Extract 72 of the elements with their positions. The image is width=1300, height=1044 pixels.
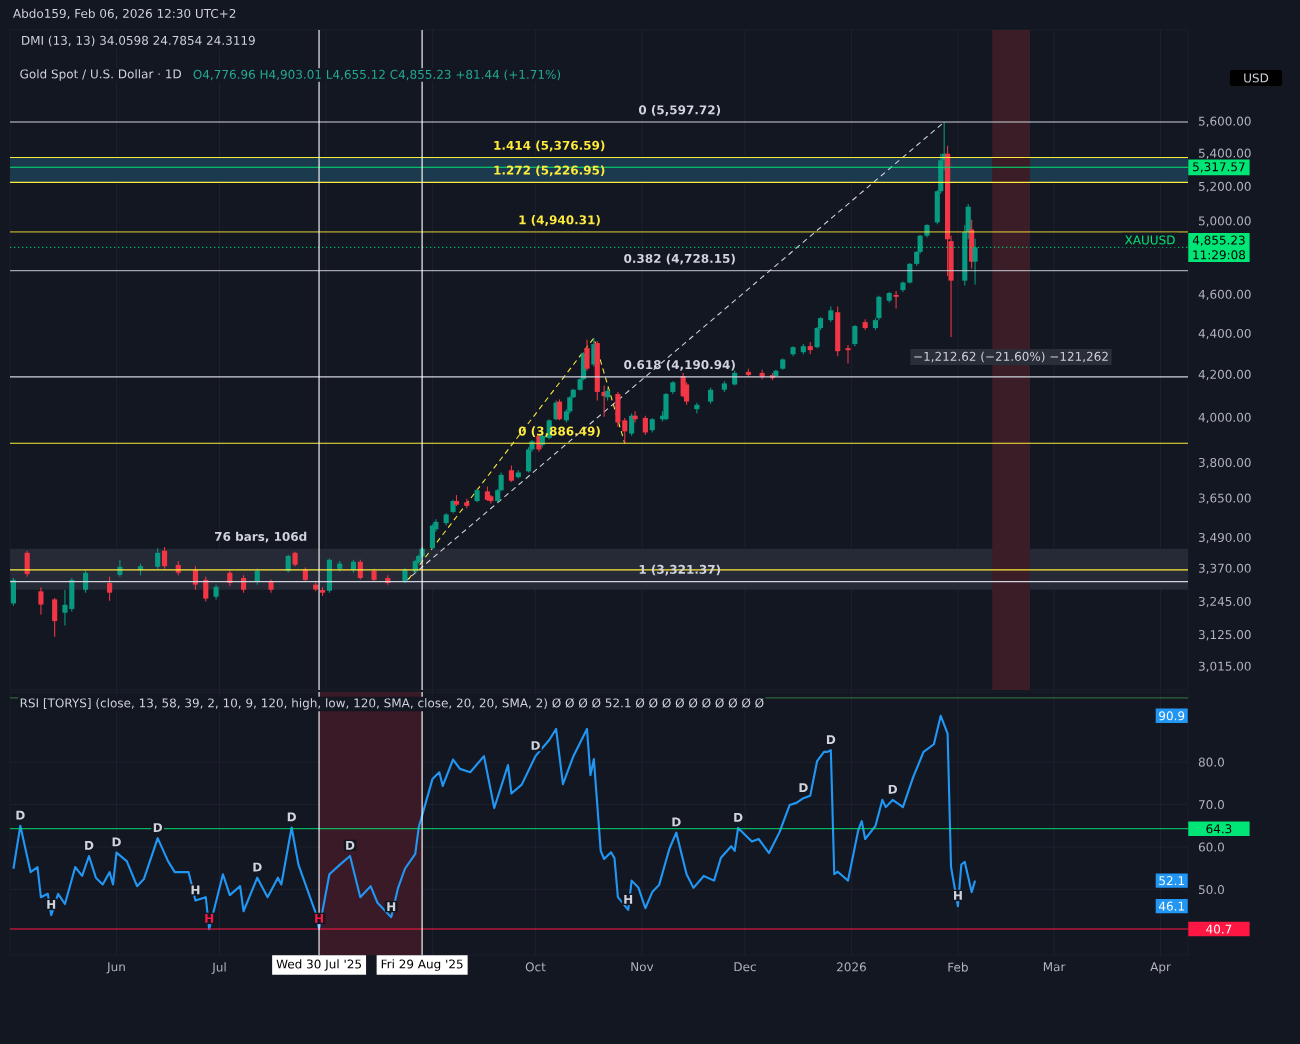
y-tick-label: 5,400.00	[1198, 148, 1251, 159]
y-tick-label: 3,245.00	[1198, 596, 1251, 608]
text: Gold Spot / U.S. Dollar · 1D	[20, 69, 181, 81]
ref-line-label: 40.7	[1206, 924, 1232, 934]
annotation: 0 (5,597.72)	[638, 105, 721, 116]
y-tick-label: 5,000.00	[1198, 216, 1251, 227]
annotation: D	[112, 837, 121, 847]
y-tick-label: 50.0	[1198, 885, 1224, 895]
annotation: DMI (13, 13) 34.0598 24.7854 24.3119	[22, 35, 255, 47]
annotation: D	[888, 784, 897, 794]
y-tick-label: 70.0	[1199, 800, 1224, 810]
y-tick-label: 4,600.00	[1198, 289, 1251, 301]
annotation: D	[153, 823, 163, 832]
annotation: H	[953, 891, 962, 900]
annotation: H	[191, 885, 200, 895]
x-tick-label: Dec	[734, 962, 756, 972]
annotation: H	[387, 902, 396, 911]
y-tick-label: 3,800.00	[1198, 457, 1251, 469]
y-tick-label: 60.0	[1198, 842, 1224, 852]
x-tick-label: Jul	[211, 962, 226, 974]
y-tick-label: 5,600.00	[1198, 116, 1251, 127]
annotation: D	[672, 817, 681, 827]
annotation: H	[624, 894, 633, 904]
annotation: D	[85, 840, 94, 850]
y-axis-title: USD	[1244, 73, 1269, 83]
annotation: D	[734, 812, 743, 822]
chart-title: RSI [TORYS] (close, 13, 58, 39, 2, 10, 9, 120, high, low, 120, SMA, close, 20, 20, SMA, 2) Ø Ø Ø Ø 52.1 Ø Ø Ø Ø Ø Ø Ø Ø Ø Ø	[20, 698, 764, 710]
y-tick-label: 3,125.00	[1198, 630, 1251, 641]
y-tick-label: 4,000.00	[1198, 412, 1251, 424]
ref-line-label: Wed 30 Jul '25	[276, 959, 362, 971]
ref-line-label: Fri 29 Aug '25	[381, 959, 463, 971]
annotation: D	[799, 783, 808, 792]
annotation: D	[287, 812, 296, 822]
ref-line-label: 4,855.23 11:29:08	[1192, 235, 1246, 260]
x-tick-label: Jun	[106, 962, 125, 974]
annotation: 1.272 (5,226.95)	[494, 165, 605, 177]
annotation: D	[253, 862, 262, 872]
annotation: 1.414 (5,376.59)	[494, 140, 605, 152]
y-tick-label: 3,370.00	[1198, 563, 1251, 574]
x-tick-label: Oct	[525, 962, 546, 972]
y-tick-label: 4,200.00	[1198, 369, 1251, 381]
annotation: H	[205, 914, 214, 923]
annotation: H	[315, 914, 324, 923]
x-tick-label: Feb	[948, 962, 968, 972]
annotation: 46.1	[1158, 901, 1184, 911]
annotation: 0.618 (4,190.94)	[624, 359, 735, 371]
y-tick-label: 3,490.00	[1198, 532, 1251, 544]
annotation: −1,212.62 (−21.60%) −121,262	[914, 351, 1108, 363]
y-tick-label: 4,400.00	[1198, 328, 1251, 340]
annotation: D	[826, 735, 836, 744]
y-tick-label: 80.0	[1198, 757, 1224, 767]
x-tick-label: 2026	[837, 962, 866, 972]
annotation: 1 (4,940.31)	[519, 215, 600, 226]
annotation: 76 bars, 106d	[215, 531, 307, 543]
annotation: 90.9	[1159, 711, 1185, 721]
y-tick-label: 5,200.00	[1198, 181, 1251, 193]
annotation: D	[16, 810, 25, 820]
y-tick-label: 3,015.00	[1198, 661, 1251, 672]
y-tick-label: 3,650.00	[1198, 493, 1251, 504]
annotation: 0.382 (4,728.15)	[624, 253, 735, 265]
annotation: 52.1	[1159, 876, 1184, 886]
x-tick-label: Apr	[1150, 962, 1171, 974]
annotation: D	[531, 741, 540, 750]
annotation: D	[346, 840, 355, 850]
ref-line-label: 64.3	[1206, 824, 1232, 834]
text: Abdo159, Feb 06, 2026 12:30 UTC+2	[13, 8, 236, 20]
ref-line-label: 5,317.57	[1193, 162, 1245, 173]
annotation: H	[47, 900, 56, 909]
x-tick-label: Nov	[631, 962, 654, 972]
annotation: XAUUSD	[1124, 235, 1175, 245]
annotation: O4,776.96 H4,903.01 L4,655.12 C4,855.23 +81.44 (+1.71%)	[193, 69, 561, 81]
x-tick-label: Mar	[1043, 962, 1066, 972]
